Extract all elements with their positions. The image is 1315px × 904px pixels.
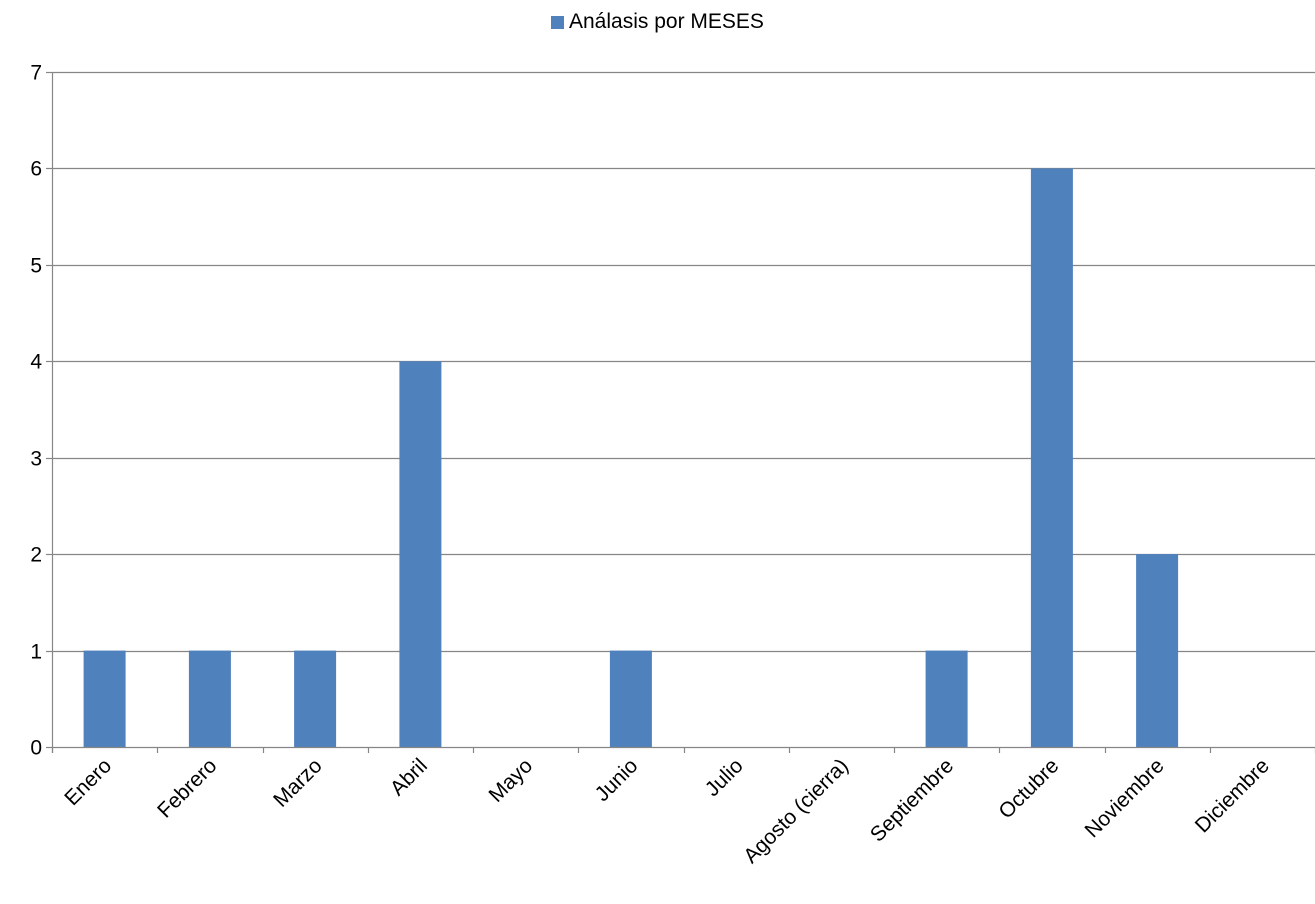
chart-legend: Análasis por MESES <box>551 9 764 35</box>
bar <box>83 650 126 747</box>
x-tick-label: Marzo <box>269 754 327 812</box>
x-tick-label: Septiembre <box>866 754 958 846</box>
y-tick-label: 7 <box>30 62 42 85</box>
x-tick-label: Agosto (cierra) <box>739 754 853 868</box>
bar <box>609 650 652 747</box>
y-tick-label: 4 <box>30 351 42 374</box>
x-tick-label: Enero <box>60 754 116 810</box>
x-tick-label: Febrero <box>153 754 221 822</box>
y-tick-label: 2 <box>30 544 42 567</box>
y-tick-label: 0 <box>30 737 42 760</box>
y-tick-label: 1 <box>30 641 42 664</box>
x-tick-label: Diciembre <box>1191 754 1274 837</box>
y-tick-label: 6 <box>30 158 42 181</box>
bar <box>294 650 337 747</box>
x-tick-label: Julio <box>701 754 748 801</box>
y-tick-label: 5 <box>30 255 42 278</box>
x-tick-label: Abril <box>386 754 432 800</box>
x-tick-label: Mayo <box>485 754 538 807</box>
bar <box>1136 554 1179 747</box>
legend-swatch-icon <box>551 15 564 29</box>
bar <box>188 650 231 747</box>
legend-label: Análasis por MESES <box>569 10 764 33</box>
bar <box>925 650 968 747</box>
y-tick-label: 3 <box>30 448 42 471</box>
x-tick-label: Junio <box>591 754 643 806</box>
x-tick-label: Noviembre <box>1081 754 1169 842</box>
x-tick-label: Octubre <box>994 754 1063 823</box>
bar <box>1030 168 1073 747</box>
bar <box>399 361 442 747</box>
